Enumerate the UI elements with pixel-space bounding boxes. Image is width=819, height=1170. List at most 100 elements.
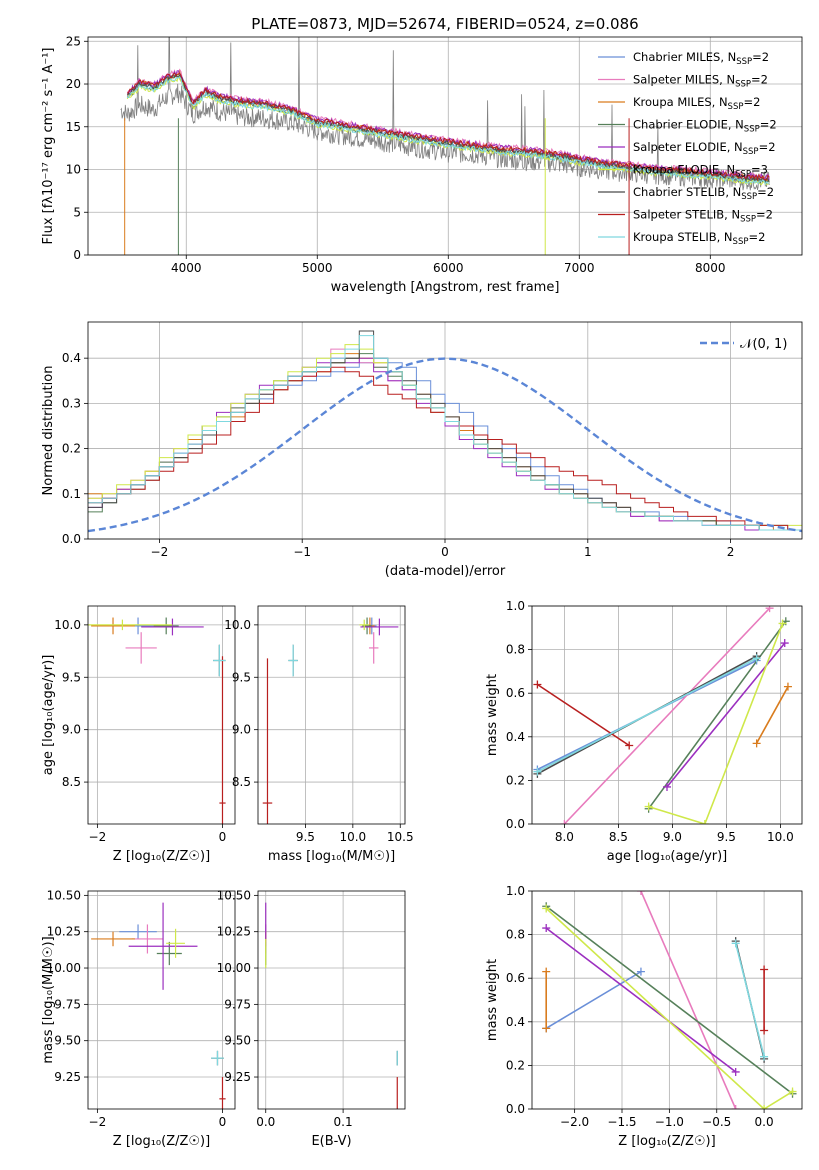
y-tick-label: 9.0 (62, 723, 81, 737)
y-tick-label: 10.0 (224, 618, 251, 632)
plot-area (91, 902, 226, 1109)
x-tick-label: 9.5 (717, 830, 736, 844)
legend-label-text: Chabrier STELIB, N (633, 185, 741, 199)
panel-mass_vs_Z: −2 0 9.25 9.50 9.75 10.00 10.25 10.50 Z [log₁₀(Z… (41, 888, 236, 1149)
weight-marker (780, 639, 789, 648)
panel-spectrum: 4000 5000 6000 7000 8000 0 5 10 15 20 25 wavelength… (41, 34, 803, 295)
y-tick-label: 0.6 (506, 971, 525, 985)
legend-label-text: Salpeter ELODIE, N (633, 140, 743, 154)
axes-frame (87, 36, 803, 256)
weight-marker (542, 967, 551, 976)
legend-label: Chabrier STELIB, NSSP=2 (633, 185, 774, 202)
x-tick-label: 0.1 (334, 1115, 353, 1129)
legend-label-tail: =2 (751, 73, 768, 87)
plot-area (542, 891, 797, 1109)
weight-line (755, 686, 789, 744)
x-axis-label: (data-model)/error (385, 564, 506, 579)
y-tick-label: 5 (73, 205, 81, 219)
legend-label: Salpeter MILES, NSSP=2 (633, 73, 768, 90)
weight-marker (752, 739, 761, 748)
y-tick-label: 20 (66, 77, 81, 91)
legend-label: Kroupa ELODIE, NSSP=3 (633, 163, 768, 180)
legend-label: Kroupa STELIB, NSSP=2 (633, 230, 765, 247)
y-tick-label: 9.50 (224, 1034, 251, 1048)
y-tick-label: 0.8 (506, 643, 525, 657)
legend-label: 𝒩(0, 1) (740, 337, 787, 352)
y-tick-label: 0.2 (62, 442, 81, 456)
y-tick-label: 10.25 (47, 925, 81, 939)
legend-label-sub: SSP (743, 147, 759, 157)
x-tick-label: 9.0 (663, 830, 682, 844)
x-tick-label: 10.5 (387, 830, 414, 844)
panel-weight_vs_Z: −2.0 −1.5 −1.0 −0.5 0.0 0.0 0.2 0.4 0.6 0.8 1.0 Z [… (485, 884, 803, 1149)
y-axis-label: mass [log₁₀(M/M☉)] (41, 936, 56, 1063)
axes-frame (87, 605, 236, 825)
legend-label-text: Kroupa STELIB, N (633, 230, 733, 244)
x-tick-label: −2 (89, 1115, 107, 1129)
legend-label-sub: SSP (744, 125, 760, 135)
weight-marker (663, 782, 671, 791)
y-tick-label: 0.6 (506, 686, 525, 700)
legend-label-sub: SSP (733, 237, 749, 247)
panel-mass_vs_ebv: 0.0 0.1 9.25 9.50 9.75 10.00 10.25 10.50 E(B-V) (217, 888, 406, 1149)
weight-line (563, 607, 771, 824)
x-axis-label: Z [log₁₀(Z/Z☉)] (113, 1134, 210, 1149)
x-tick-label: −1 (293, 545, 311, 559)
x-axis-label: Z [log₁₀(Z/Z☉)] (113, 849, 210, 864)
y-axis-label: mass weight (485, 674, 500, 756)
y-tick-label: 0.2 (506, 773, 525, 787)
x-tick-label: 0.0 (755, 1115, 774, 1129)
y-tick-label: 0.3 (62, 396, 81, 410)
x-tick-label: 8000 (695, 261, 726, 275)
y-tick-label: 10.50 (47, 888, 81, 902)
weight-marker (560, 820, 569, 824)
legend-label-sub: SSP (735, 80, 751, 90)
legend-label-sub: SSP (736, 57, 752, 67)
weight-marker (533, 767, 542, 776)
model-spectrum-line (126, 72, 770, 182)
axes-frame (257, 605, 406, 825)
y-axis-label: age [log₁₀(age/yr)] (41, 655, 56, 776)
y-tick-label: 9.50 (54, 1034, 81, 1048)
x-tick-label: 0 (219, 830, 227, 844)
legend-label: Salpeter ELODIE, NSSP=2 (633, 140, 776, 157)
axes-frame (87, 890, 236, 1110)
legend-label-text: Kroupa MILES, N (633, 95, 728, 109)
model-spectrum-line (126, 73, 770, 182)
weight-marker (636, 891, 645, 895)
y-tick-label: 0 (73, 248, 81, 262)
y-tick-label: 1.0 (506, 599, 525, 613)
y-tick-label: 0.0 (62, 532, 81, 546)
weight-line (545, 907, 793, 1109)
legend-label-tail: =2 (748, 230, 765, 244)
weight-marker (765, 606, 774, 613)
y-tick-label: 9.25 (224, 1070, 251, 1084)
weight-line (545, 905, 793, 1095)
weight-marker (760, 1052, 769, 1061)
plot-area (88, 617, 226, 824)
legend-label-sub: SSP (735, 170, 751, 180)
y-tick-label: 0.4 (62, 351, 81, 365)
legend-label-text: Chabrier MILES, N (633, 50, 736, 64)
weight-marker (752, 654, 761, 663)
y-tick-label: 0.8 (506, 928, 525, 942)
plot-area (533, 606, 792, 824)
legend: 𝒩(0, 1) (700, 337, 787, 352)
gaussian-curve (88, 357, 802, 533)
y-tick-label: 10.00 (217, 961, 251, 975)
axes-frame (531, 605, 803, 825)
x-tick-label: −1.0 (655, 1115, 684, 1129)
plots-layer: 4000 5000 6000 7000 80000510152025wavelength… (41, 34, 803, 1149)
model-spectrum-line (127, 70, 770, 180)
y-axis-label: mass weight (485, 959, 500, 1041)
x-axis-label: E(B-V) (311, 1134, 351, 1149)
y-tick-label: 10.0 (54, 618, 81, 632)
panel-weight_vs_age: 8.0 8.5 9.0 9.5 10.0 0.0 0.2 0.4 0.6 0.8 1.0 age [l… (485, 599, 803, 864)
panel-age_vs_mass: 9.5 10.0 10.5 8.5 9.0 9.5 10.0 mass [log₁₀(M/M☉… (224, 605, 414, 864)
x-tick-label: 0 (441, 545, 449, 559)
y-tick-label: 0.1 (62, 487, 81, 501)
histogram-step-line (88, 366, 802, 531)
